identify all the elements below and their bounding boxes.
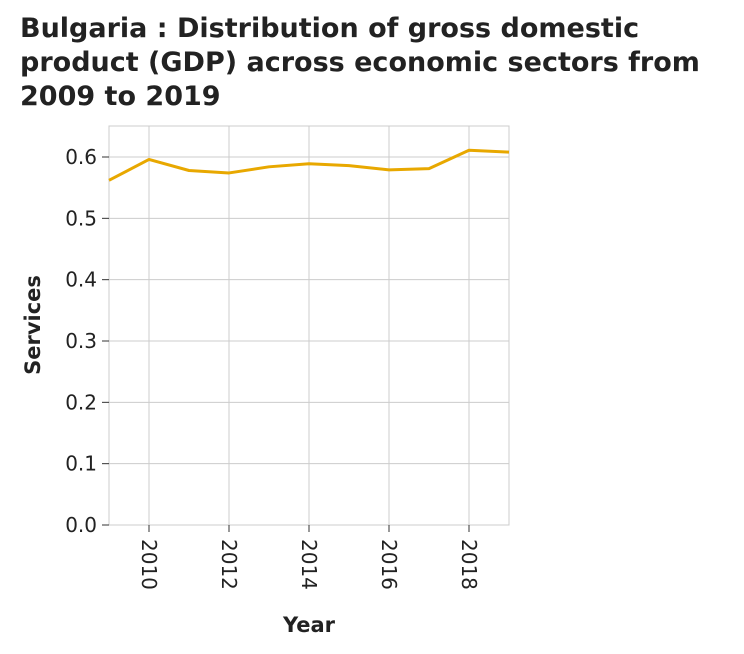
- x-tick-label: 2010: [137, 539, 161, 590]
- x-tick-label: 2012: [217, 539, 241, 590]
- y-tick-label: 0.6: [65, 145, 97, 169]
- series-lines: [108, 148, 510, 182]
- x-axis-ticks: 2010 2012 2014 2016 2018: [137, 525, 481, 590]
- x-tick-label: 2016: [377, 539, 401, 590]
- series-line: [108, 148, 510, 182]
- grid: [108, 125, 510, 526]
- y-tick-label: 0.0: [65, 513, 97, 537]
- x-axis-title: Year: [282, 613, 336, 637]
- y-axis-title: Services: [21, 275, 45, 375]
- y-tick-label: 0.4: [65, 268, 97, 292]
- y-tick-label: 0.3: [65, 329, 97, 353]
- x-tick-label: 2018: [457, 539, 481, 590]
- y-axis-ticks: 0.0 0.1 0.2 0.3 0.4 0.5 0.6: [65, 145, 109, 537]
- chart-title: Bulgaria : Distribution of gross domesti…: [20, 13, 700, 112]
- y-tick-label: 0.2: [65, 390, 97, 414]
- y-tick-label: 0.5: [65, 206, 97, 230]
- x-tick-label: 2014: [297, 539, 321, 590]
- y-tick-label: 0.1: [65, 452, 97, 476]
